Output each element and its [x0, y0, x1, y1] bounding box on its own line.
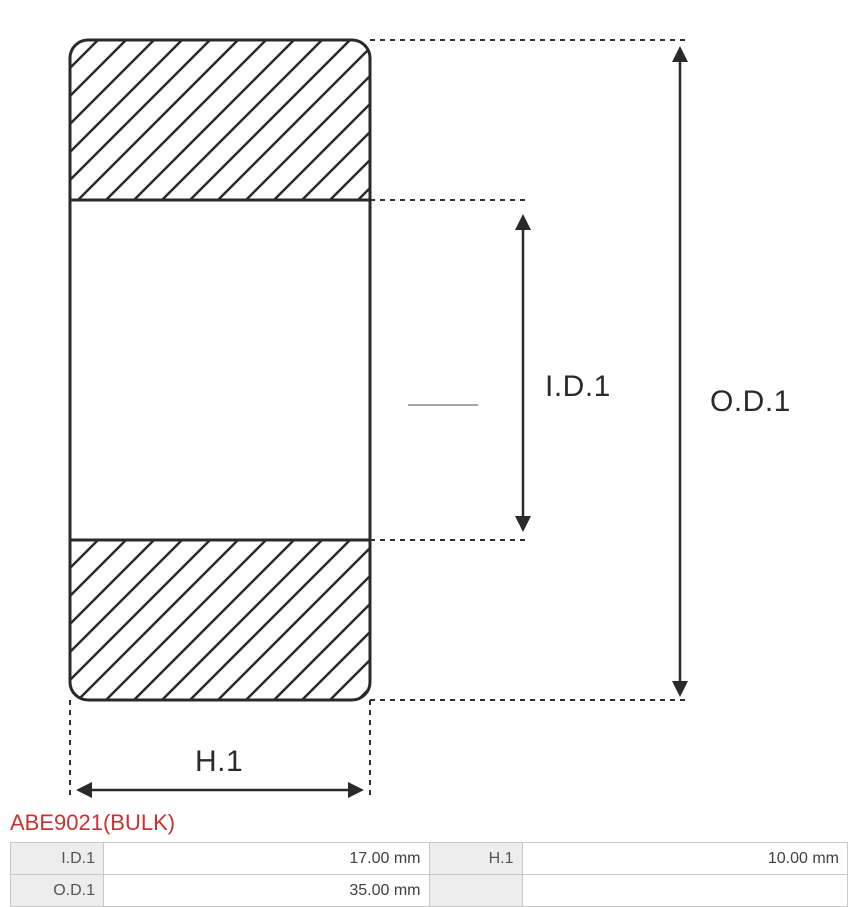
- spec-val: 35.00 mm: [104, 875, 430, 907]
- spec-val: [522, 875, 848, 907]
- table-row: I.D.1 17.00 mm H.1 10.00 mm: [11, 843, 848, 875]
- spec-val: 17.00 mm: [104, 843, 430, 875]
- spec-key: H.1: [429, 843, 522, 875]
- table-row: O.D.1 35.00 mm: [11, 875, 848, 907]
- spec-key: I.D.1: [11, 843, 104, 875]
- dimension-label-h1: H.1: [195, 745, 243, 779]
- spec-table: I.D.1 17.00 mm H.1 10.00 mm O.D.1 35.00 …: [10, 842, 848, 907]
- page-root: I.D.1 O.D.1 H.1 ABE9021(BULK) I.D.1 17.0…: [0, 0, 848, 907]
- spec-key: O.D.1: [11, 875, 104, 907]
- part-title: ABE9021(BULK): [0, 810, 848, 842]
- dimension-label-id1: I.D.1: [545, 370, 611, 404]
- spec-key: [429, 875, 522, 907]
- engineering-diagram: I.D.1 O.D.1 H.1: [0, 0, 848, 810]
- dimension-label-od1: O.D.1: [710, 385, 791, 419]
- spec-val: 10.00 mm: [522, 843, 848, 875]
